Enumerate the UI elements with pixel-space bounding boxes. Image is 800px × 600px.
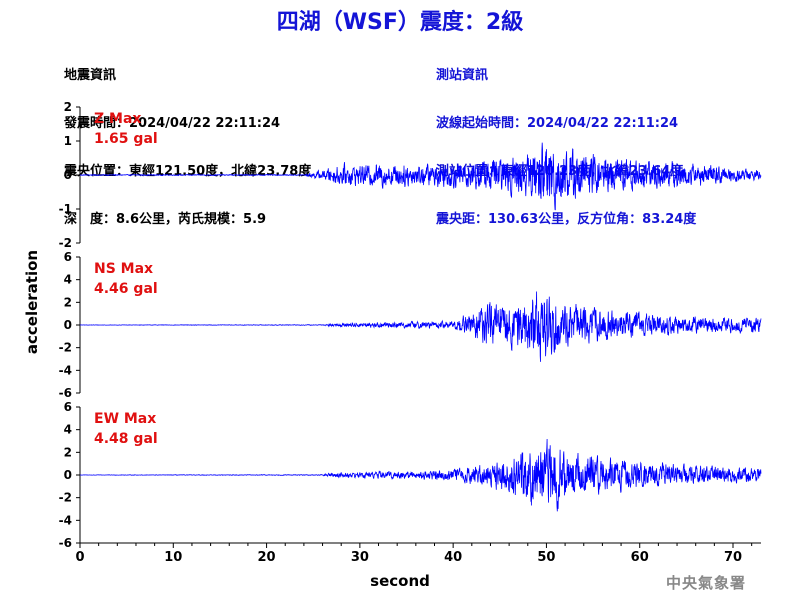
event-time: 發震時間：2024/04/22 22:11:24 — [64, 116, 281, 131]
x-tick-label: 70 — [724, 550, 742, 565]
y-tick-label: 1 — [64, 134, 72, 148]
y-tick-label: 6 — [64, 250, 72, 264]
chart-title: 四湖（WSF）震度：2級 — [276, 10, 524, 35]
y-tick-label: -6 — [59, 536, 72, 550]
y-tick-label: 2 — [64, 445, 72, 459]
waveform-trace — [80, 438, 762, 512]
epicentral-distance: 震央距：130.63公里，反方位角：83.24度 — [436, 212, 697, 227]
station-info-heading: 測站資訊 — [436, 68, 489, 83]
panel-max-value: 1.65 gal — [94, 131, 158, 147]
y-tick-label: 0 — [64, 318, 72, 332]
y-tick-label: -6 — [59, 386, 72, 400]
x-tick-label: 20 — [258, 550, 276, 565]
event-info: 地震資訊 發震時間：2024/04/22 22:11:24 震央位置：東經121… — [64, 36, 311, 244]
x-tick-label: 10 — [164, 550, 182, 565]
panel-max-name: NS Max — [94, 261, 153, 277]
panel-1: -6 -4 -2 0 2 4 6 NS Max 4.46 gal — [59, 250, 762, 400]
x-tick-label: 30 — [351, 550, 369, 565]
y-tick-label: -1 — [59, 202, 72, 216]
event-info-heading: 地震資訊 — [64, 68, 117, 83]
panel-max-name: Z Max — [94, 111, 141, 127]
y-tick-label: 0 — [64, 468, 72, 482]
panel-max-value: 4.48 gal — [94, 431, 158, 447]
x-tick-label: 50 — [537, 550, 555, 565]
y-axis-label: acceleration — [23, 250, 41, 354]
x-tick-label: 40 — [444, 550, 462, 565]
panel-0: -2 -1 0 1 2 Z Max 1.65 gal — [59, 100, 762, 250]
panel-max-value: 4.46 gal — [94, 281, 158, 297]
y-tick-label: 6 — [64, 400, 72, 414]
y-tick-label: -4 — [59, 363, 72, 377]
y-tick-label: 0 — [64, 168, 72, 182]
waveform-trace — [79, 142, 762, 211]
y-tick-label: 4 — [64, 273, 72, 287]
waveform-trace — [79, 291, 762, 362]
event-depth-magnitude: 深 度：8.6公里，芮氏規模：5.9 — [64, 212, 267, 227]
y-tick-label: -4 — [59, 513, 72, 527]
panel-max-name: EW Max — [94, 411, 156, 427]
waveform-start-time: 波線起始時間：2024/04/22 22:11:24 — [436, 116, 679, 131]
x-axis-label: second — [370, 572, 430, 590]
y-tick-label: -2 — [59, 491, 72, 505]
x-tick-label: 0 — [75, 550, 84, 565]
station-info: 測站資訊 波線起始時間：2024/04/22 22:11:24 測站位置：東經1… — [436, 36, 696, 244]
agency-watermark: 中央氣象署 — [665, 574, 746, 592]
y-tick-label: -2 — [59, 341, 72, 355]
y-tick-label: 2 — [64, 295, 72, 309]
y-tick-label: -2 — [59, 236, 72, 250]
y-tick-label: 2 — [64, 100, 72, 114]
panel-2: -6 -4 -2 0 2 4 6 EW Max 4.48 gal — [59, 400, 762, 550]
y-tick-label: 4 — [64, 423, 72, 437]
x-tick-label: 60 — [631, 550, 649, 565]
